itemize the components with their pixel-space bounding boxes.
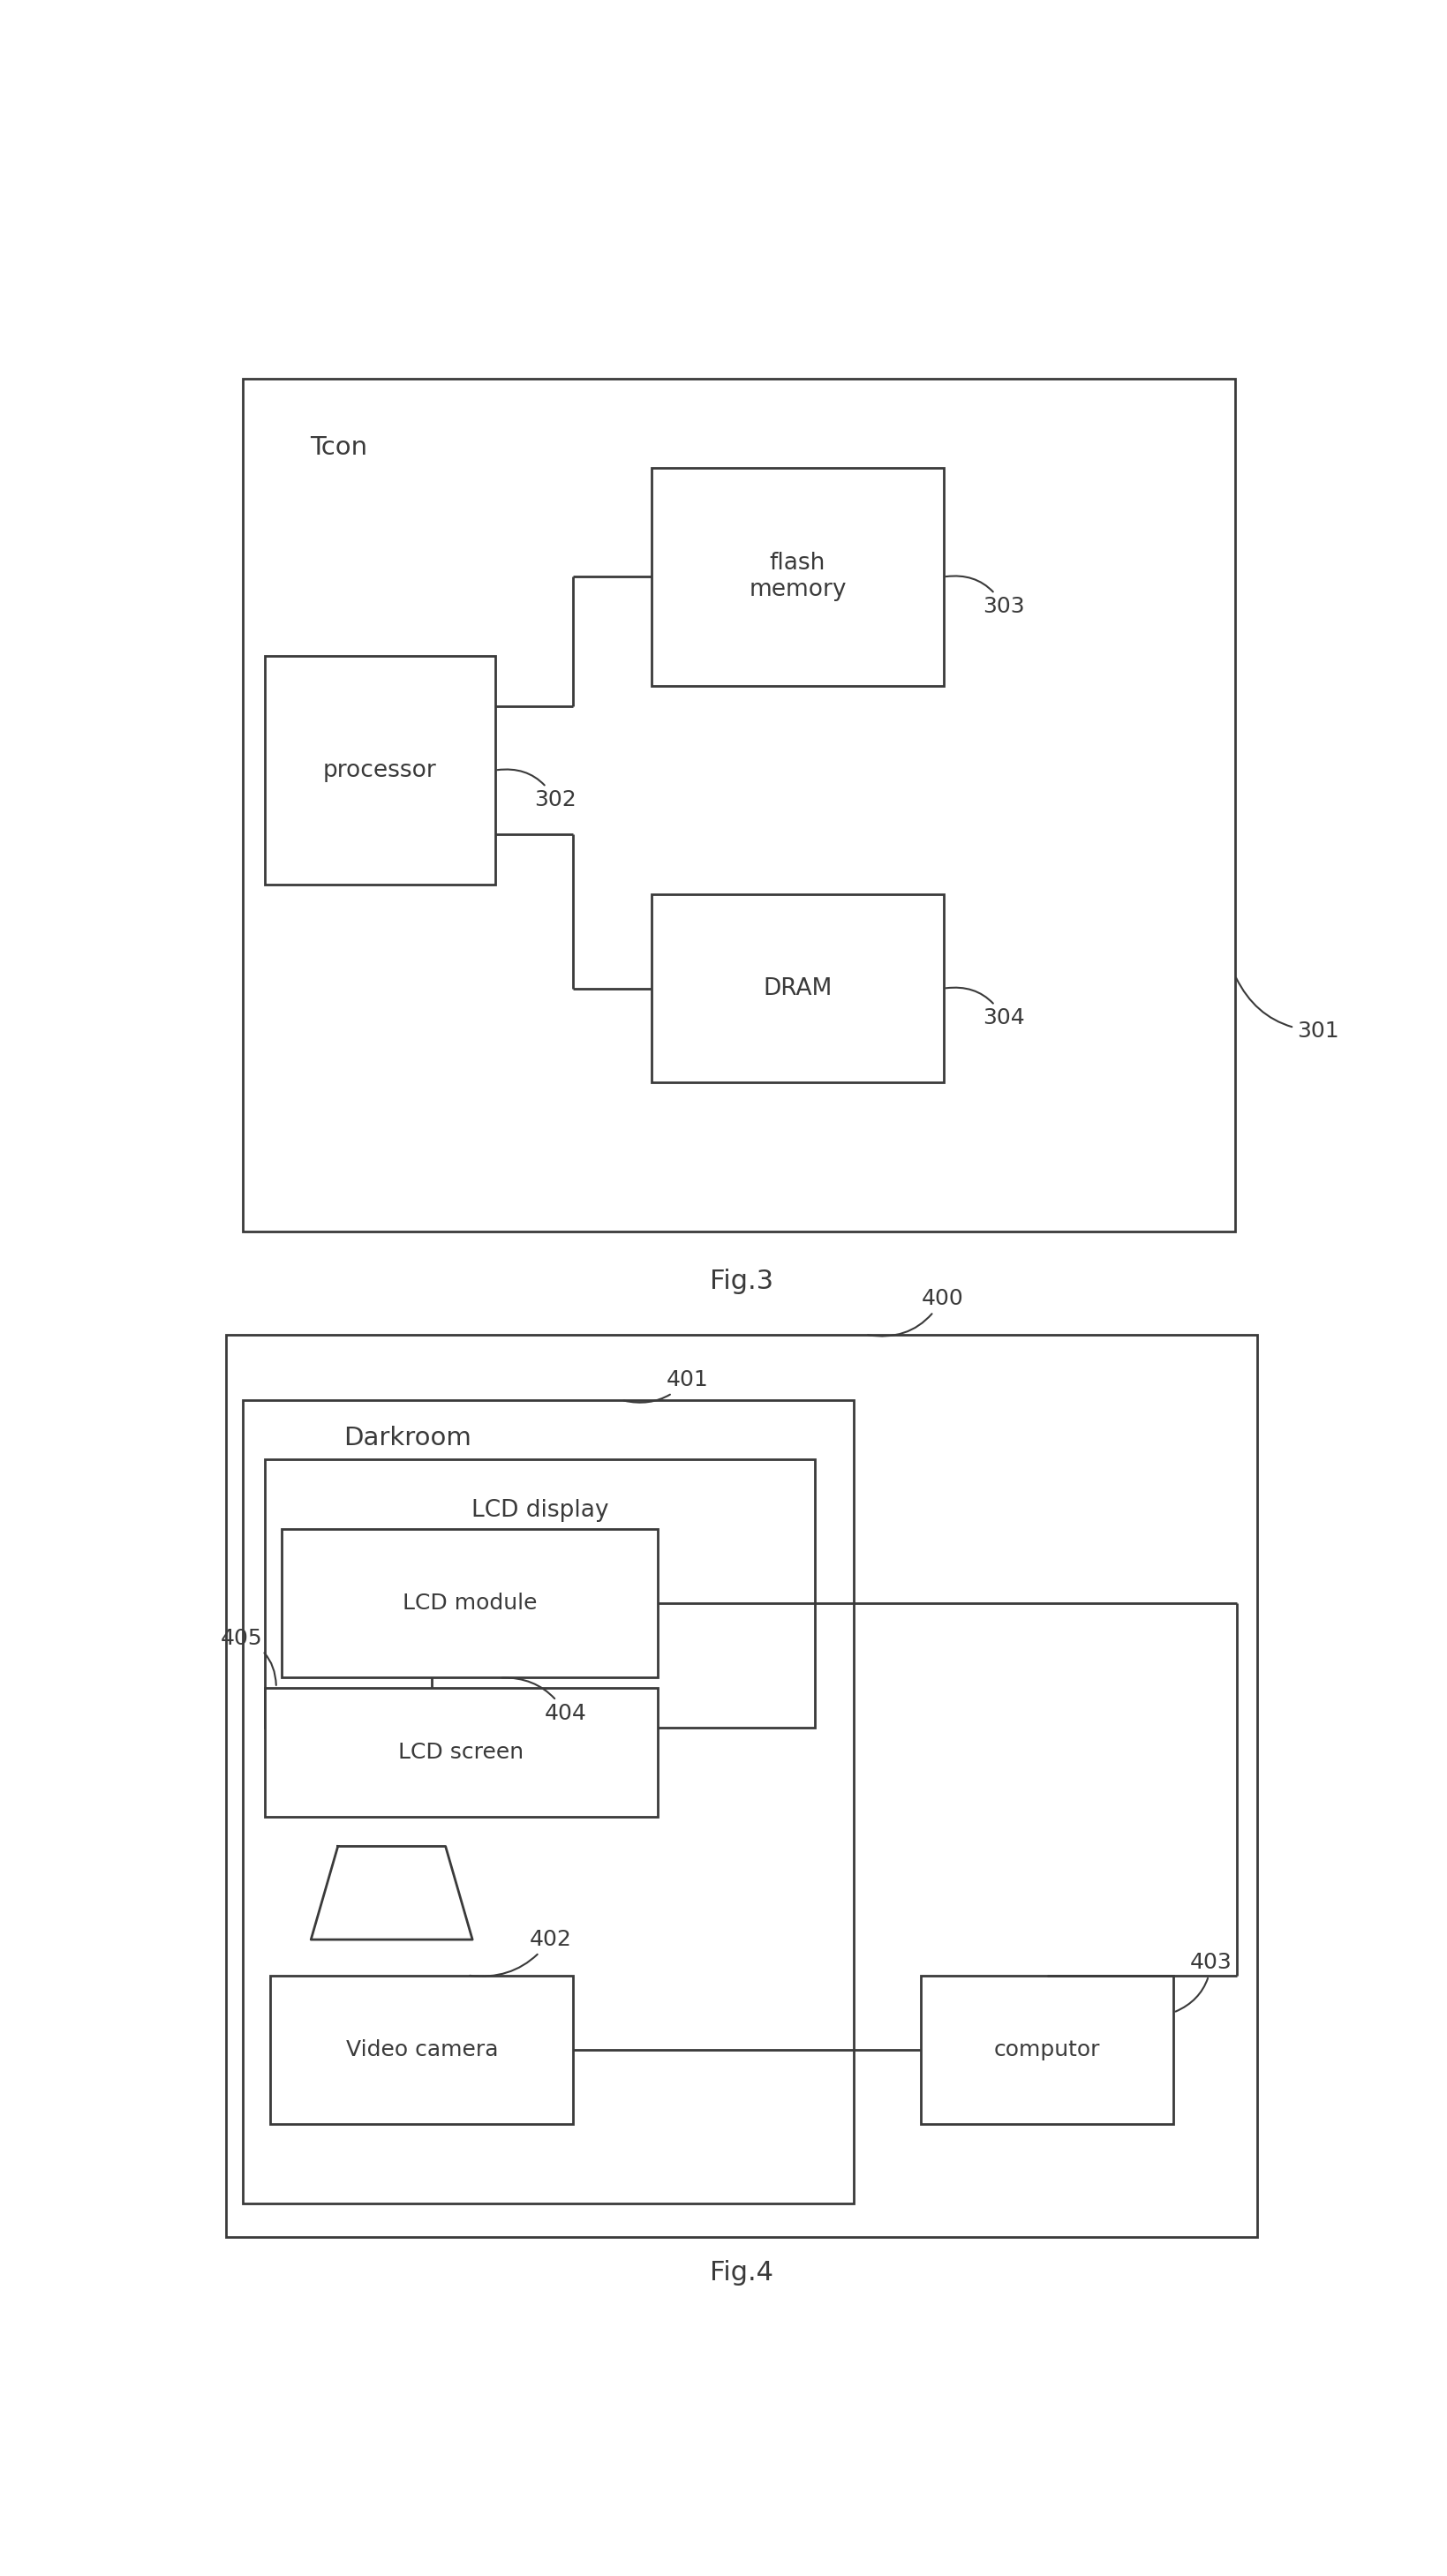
Text: 302: 302 [498, 770, 576, 811]
Bar [651, 469, 943, 685]
Bar [271, 1976, 573, 2125]
Text: LCD module: LCD module [402, 1592, 537, 1615]
Text: 400: 400 [868, 1288, 964, 1337]
Bar [265, 657, 495, 884]
Bar [243, 1401, 854, 2202]
Text: 304: 304 [946, 987, 1024, 1028]
Bar [282, 1530, 657, 1677]
Bar [226, 1334, 1257, 2236]
Bar [243, 379, 1236, 1231]
Text: LCD screen: LCD screen [398, 1741, 524, 1762]
Text: 401: 401 [624, 1370, 709, 1401]
Text: 404: 404 [502, 1677, 587, 1723]
Bar [922, 1976, 1174, 2125]
Bar [265, 1461, 815, 1728]
Text: 301: 301 [1236, 979, 1338, 1041]
Text: 403: 403 [1175, 1953, 1233, 2012]
Text: Video camera: Video camera [346, 2040, 498, 2061]
Text: Fig.4: Fig.4 [710, 2259, 773, 2285]
Text: Darkroom: Darkroom [343, 1427, 472, 1450]
Text: Fig.3: Fig.3 [709, 1267, 774, 1293]
Text: 405: 405 [220, 1628, 276, 1685]
Bar [651, 894, 943, 1082]
Text: DRAM: DRAM [763, 976, 832, 999]
Text: processor: processor [323, 760, 437, 781]
Bar [265, 1687, 657, 1816]
Text: 303: 303 [946, 577, 1024, 618]
Text: computor: computor [994, 2040, 1100, 2061]
Text: Tcon: Tcon [310, 435, 368, 461]
Text: flash
memory: flash memory [750, 551, 846, 603]
Text: LCD display: LCD display [472, 1499, 608, 1522]
Text: 402: 402 [470, 1929, 572, 1976]
